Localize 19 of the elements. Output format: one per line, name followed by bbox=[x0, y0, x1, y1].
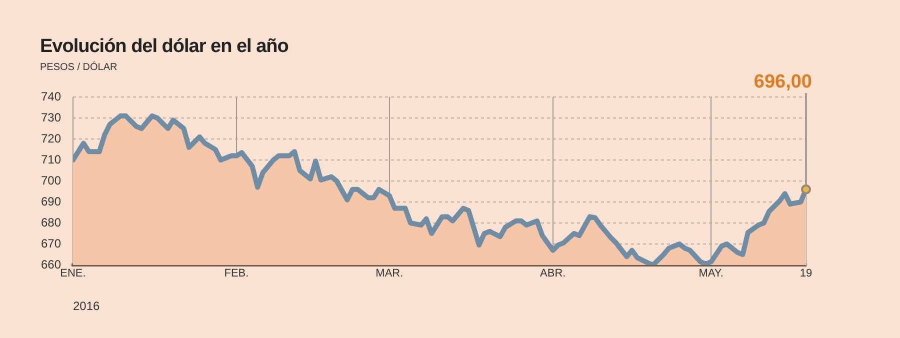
y-tick-label: 700 bbox=[40, 173, 62, 188]
x-tick-label: MAR. bbox=[376, 268, 404, 280]
y-tick-label: 680 bbox=[40, 215, 62, 230]
chart-subtitle: PESOS / DÓLAR bbox=[40, 62, 118, 73]
x-tick-label: 19 bbox=[800, 268, 812, 280]
y-tick-label: 720 bbox=[40, 131, 62, 146]
y-tick-label: 690 bbox=[40, 194, 62, 208]
x-tick-label: MAY. bbox=[698, 268, 724, 280]
x-axis-title: 2016 bbox=[73, 299, 100, 314]
x-tick-label: FEB. bbox=[224, 268, 249, 280]
x-tick-label: ENE. bbox=[60, 268, 86, 280]
y-tick-label: 670 bbox=[40, 236, 62, 250]
y-tick-label: 730 bbox=[40, 110, 62, 124]
y-tick-label: 660 bbox=[40, 257, 62, 272]
x-tick-label: ABR. bbox=[540, 268, 566, 280]
y-tick-label: 740 bbox=[40, 89, 62, 104]
annotation: 696,00 bbox=[754, 72, 812, 93]
chart-title: Evolución del dólar en el año bbox=[40, 36, 288, 58]
y-tick-label: 710 bbox=[40, 152, 62, 166]
